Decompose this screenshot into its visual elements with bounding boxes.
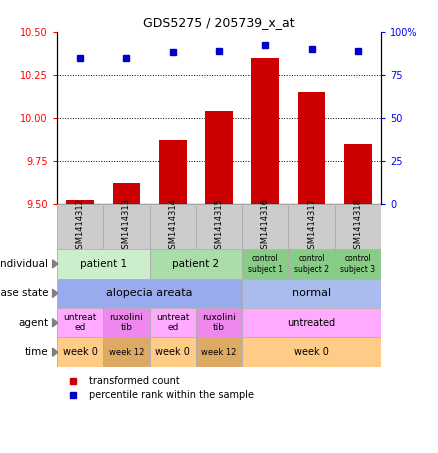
Text: GSM1414318: GSM1414318 (353, 198, 362, 255)
Text: week 0: week 0 (63, 347, 98, 357)
Bar (149, 249, 242, 279)
Text: ruxolini
tib: ruxolini tib (202, 313, 236, 333)
Bar (103, 204, 149, 249)
Bar (159, 140, 187, 204)
Bar (335, 249, 381, 279)
Text: GSM1414313: GSM1414313 (122, 198, 131, 255)
Text: disease state: disease state (0, 288, 48, 299)
Text: ruxolini
tib: ruxolini tib (110, 313, 143, 333)
Text: week 0: week 0 (155, 347, 190, 357)
Bar (242, 308, 381, 337)
Text: percentile rank within the sample: percentile rank within the sample (89, 390, 254, 400)
Bar (205, 111, 233, 204)
Bar (57, 249, 149, 279)
Bar (103, 337, 149, 367)
Bar (149, 249, 242, 279)
Bar (113, 183, 140, 204)
Bar (196, 308, 242, 337)
Bar (289, 249, 335, 279)
Bar (242, 337, 381, 367)
Text: GSM1414315: GSM1414315 (215, 198, 223, 255)
Bar (57, 308, 103, 337)
Bar (251, 58, 279, 204)
Text: transformed count: transformed count (89, 376, 180, 386)
Text: agent: agent (18, 318, 48, 328)
Bar (335, 204, 381, 249)
Bar (149, 337, 196, 367)
Text: patient 2: patient 2 (172, 259, 219, 269)
Text: GSM1414316: GSM1414316 (261, 198, 270, 255)
Bar (66, 200, 94, 204)
Bar (57, 308, 103, 337)
Text: week 12: week 12 (109, 348, 144, 357)
Text: week 0: week 0 (294, 347, 329, 357)
Text: time: time (25, 347, 48, 357)
Bar (196, 204, 242, 249)
Text: alopecia areata: alopecia areata (106, 288, 193, 299)
Bar (289, 204, 335, 249)
Text: GSM1414314: GSM1414314 (168, 198, 177, 255)
Bar (149, 308, 196, 337)
Bar (103, 308, 149, 337)
Bar (103, 337, 149, 367)
Text: GSM1414312: GSM1414312 (76, 198, 85, 255)
Bar (57, 204, 103, 249)
Text: untreated: untreated (287, 318, 336, 328)
Bar (289, 204, 335, 249)
Bar (196, 337, 242, 367)
Text: week 12: week 12 (201, 348, 237, 357)
Text: untreat
ed: untreat ed (64, 313, 97, 333)
Bar (149, 308, 196, 337)
Bar (242, 337, 381, 367)
Text: patient 1: patient 1 (80, 259, 127, 269)
Bar (242, 279, 381, 308)
Text: control
subject 1: control subject 1 (248, 254, 283, 274)
Bar (242, 204, 289, 249)
Bar (103, 204, 149, 249)
Bar (289, 249, 335, 279)
Text: GSM1414317: GSM1414317 (307, 198, 316, 255)
Text: untreat
ed: untreat ed (156, 313, 189, 333)
Bar (57, 337, 103, 367)
Bar (57, 279, 242, 308)
Bar (57, 204, 103, 249)
Text: control
subject 3: control subject 3 (340, 254, 375, 274)
Bar (335, 249, 381, 279)
Bar (149, 204, 196, 249)
Bar (335, 204, 381, 249)
Bar (57, 279, 242, 308)
Title: GDS5275 / 205739_x_at: GDS5275 / 205739_x_at (143, 16, 295, 29)
Bar (242, 308, 381, 337)
Text: normal: normal (292, 288, 331, 299)
Bar (149, 337, 196, 367)
Bar (103, 308, 149, 337)
Bar (57, 249, 149, 279)
Bar (242, 249, 289, 279)
Bar (196, 308, 242, 337)
Bar (242, 279, 381, 308)
Bar (298, 92, 325, 204)
Bar (57, 337, 103, 367)
Text: individual: individual (0, 259, 48, 269)
Text: control
subject 2: control subject 2 (294, 254, 329, 274)
Bar (196, 337, 242, 367)
Bar (242, 204, 289, 249)
Bar (242, 249, 289, 279)
Bar (149, 204, 196, 249)
Bar (344, 144, 372, 204)
Bar (196, 204, 242, 249)
